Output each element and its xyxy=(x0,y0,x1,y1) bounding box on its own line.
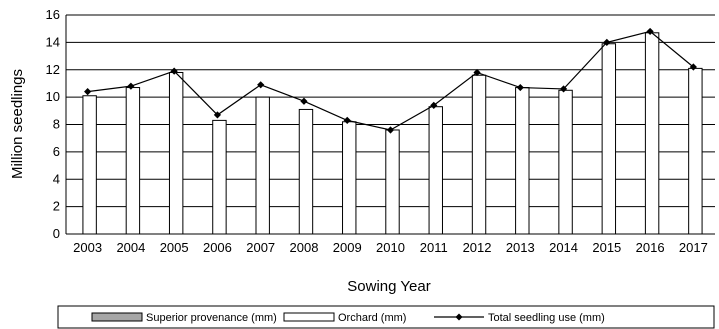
y-tick-label: 4 xyxy=(53,171,60,186)
line-point xyxy=(559,85,568,93)
bar xyxy=(601,43,617,235)
legend-swatch xyxy=(283,312,335,322)
bar xyxy=(385,129,400,235)
line-point xyxy=(257,81,265,89)
line-point xyxy=(430,101,438,109)
bar xyxy=(428,106,443,235)
line-point xyxy=(343,116,351,124)
bar xyxy=(515,87,530,235)
legend: Superior provenance (mm) Orchard (mm) Tota… xyxy=(57,305,715,329)
x-tick-label: 2008 xyxy=(290,240,319,255)
x-tick-label: 2004 xyxy=(116,240,145,255)
x-axis-label: Sowing Year xyxy=(347,278,430,295)
total-line xyxy=(84,27,697,134)
x-tick-label: 2005 xyxy=(160,240,189,255)
bar xyxy=(298,108,314,235)
line-point xyxy=(127,82,135,90)
line-point xyxy=(213,111,222,119)
axes xyxy=(65,15,715,235)
bars xyxy=(82,32,703,235)
legend-label: Superior provenance (mm) xyxy=(146,312,277,324)
x-tick-label: 2012 xyxy=(463,240,492,255)
line-point xyxy=(473,68,481,77)
y-tick-label: 16 xyxy=(46,7,60,22)
bar xyxy=(82,95,97,235)
line-point xyxy=(603,38,611,46)
x-tick-label: 2007 xyxy=(246,240,275,255)
x-tick-label: 2010 xyxy=(376,240,405,255)
bar xyxy=(471,74,487,235)
legend-label: Orchard (mm) xyxy=(338,312,406,324)
bar xyxy=(255,96,270,235)
y-tick-labels: 0 2 4 6 8 10 12 14 16 xyxy=(46,7,60,241)
y-tick-label: 10 xyxy=(46,89,60,104)
x-tick-labels: 2003 2004 2005 2006 2007 2008 2009 2010 2011 2012… xyxy=(73,240,708,255)
bar xyxy=(688,67,703,235)
x-tick-label: 2011 xyxy=(420,240,448,255)
y-tick-label: 12 xyxy=(46,62,60,77)
x-tick-label: 2015 xyxy=(592,240,621,255)
x-tick-label: 2009 xyxy=(333,240,362,255)
y-tick-label: 2 xyxy=(53,199,60,214)
y-tick-label: 0 xyxy=(53,226,60,241)
bar xyxy=(342,121,357,235)
legend-marker xyxy=(455,313,463,321)
line-point xyxy=(646,27,654,36)
x-tick-label: 2006 xyxy=(203,240,232,255)
y-tick-label: 8 xyxy=(53,117,60,132)
legend-label: Total seedling use (mm) xyxy=(488,312,605,324)
bar xyxy=(644,32,660,235)
line-point xyxy=(84,88,92,96)
x-tick-label: 2016 xyxy=(636,240,665,255)
y-tick-label: 14 xyxy=(46,34,60,49)
bar xyxy=(168,71,184,235)
line-point xyxy=(300,97,308,105)
line-point xyxy=(386,126,395,134)
line-point xyxy=(689,63,697,71)
legend-swatch xyxy=(91,312,143,322)
y-axis-label: Million seedlings xyxy=(9,69,26,179)
legend-box xyxy=(57,305,715,329)
line-point xyxy=(170,67,178,75)
x-tick-label: 2013 xyxy=(506,240,535,255)
x-tick-label: 2017 xyxy=(679,240,708,255)
x-tick-label: 2014 xyxy=(549,240,578,255)
x-tick-label: 2003 xyxy=(73,240,102,255)
bar xyxy=(558,89,573,235)
bar xyxy=(212,119,227,235)
line-point xyxy=(516,83,524,92)
y-tick-label: 6 xyxy=(53,144,60,159)
bar xyxy=(125,87,141,235)
